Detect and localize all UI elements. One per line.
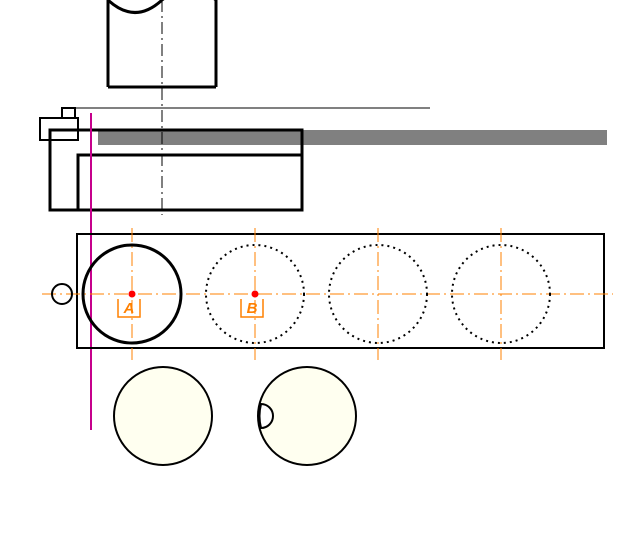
label-A: A <box>123 300 135 317</box>
gray-rail <box>98 130 607 145</box>
center-dot-B <box>252 291 259 298</box>
machine-step <box>78 155 302 210</box>
center-dot-A <box>129 291 136 298</box>
step-2 <box>62 108 75 118</box>
label-B: B <box>247 300 258 317</box>
blank-disc-0 <box>114 367 212 465</box>
